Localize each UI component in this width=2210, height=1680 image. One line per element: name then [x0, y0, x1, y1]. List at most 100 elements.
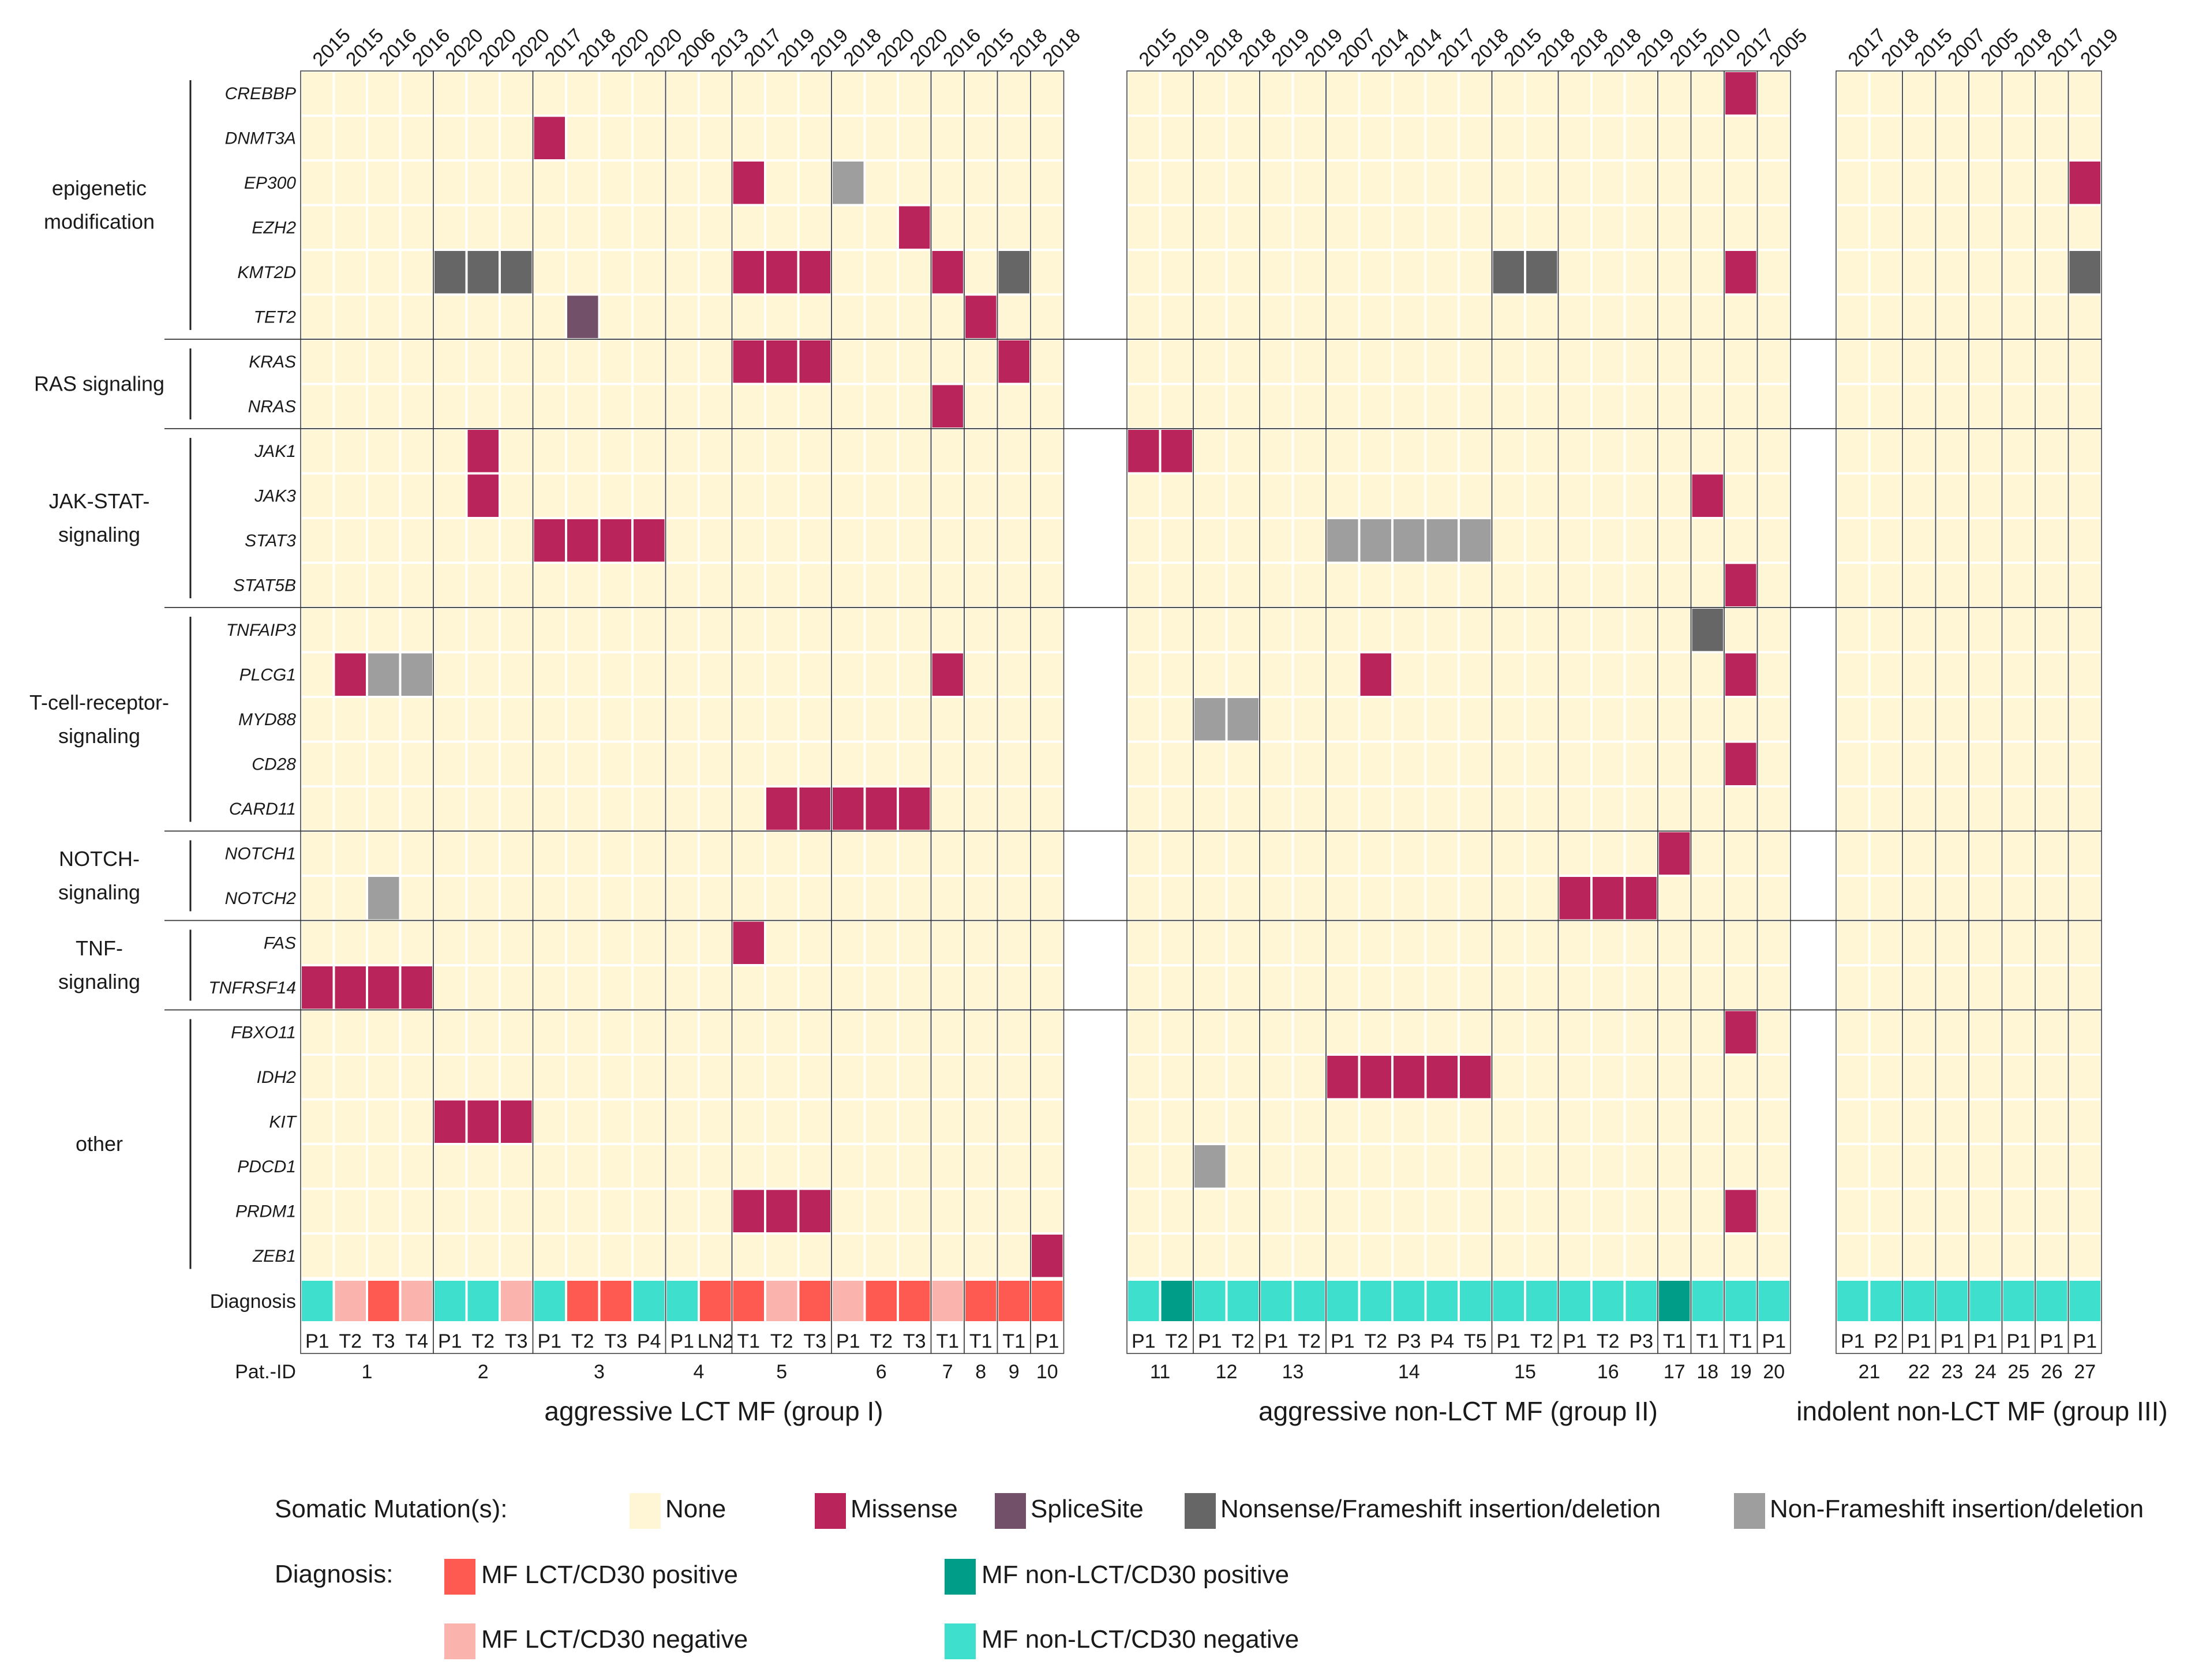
- cell-KMT2D-p17-T1: [1659, 251, 1690, 294]
- cell-STAT5B-p19-T1: [1725, 564, 1756, 606]
- sample-label: T1: [1729, 1330, 1752, 1352]
- cell-FBXO11-p16-T2: [1593, 1011, 1624, 1053]
- cell-MYD88-p10-P1: [1032, 698, 1063, 741]
- cell-JAK1-p24-P1: [1970, 430, 2001, 472]
- cell-KIT-p5-T2: [766, 1100, 797, 1143]
- cell-JAK1-p12-P1: [1194, 430, 1226, 472]
- sample-label: T2: [471, 1330, 495, 1352]
- cell-EP300-p10-P1: [1032, 162, 1063, 204]
- cell-PDCD1-p17-T1: [1659, 1145, 1690, 1188]
- cell-MYD88-p7-T1: [932, 698, 963, 741]
- cell-DNMT3A-p14-T5: [1460, 117, 1491, 159]
- cell-KIT-p7-T1: [932, 1100, 963, 1143]
- cell-CREBBP-p14-P4: [1426, 72, 1458, 115]
- cell-NOTCH2-p16-P3: [1625, 877, 1657, 920]
- cell-ZEB1-p15-P1: [1493, 1235, 1524, 1277]
- cell-IDH2-p1-T4: [401, 1056, 432, 1098]
- cell-PDCD1-p1-P1: [302, 1145, 333, 1188]
- cell-FAS-p20-P1: [1758, 921, 1789, 964]
- cell-CD28-p21-P1: [1837, 742, 1868, 785]
- cell-EZH2-p6-T3: [899, 206, 930, 249]
- cell-CARD11-p4-LN2: [700, 787, 731, 830]
- cell-MYD88-p11-T2: [1161, 698, 1192, 741]
- cell-CD28-p20-P1: [1758, 742, 1789, 785]
- patient-id-label: 18: [1696, 1361, 1718, 1383]
- cell-STAT3-p5-T2: [766, 519, 797, 562]
- cell-JAK1-p2-T2: [467, 430, 499, 472]
- cell-KIT-p10-P1: [1032, 1100, 1063, 1143]
- pathway-label: epigenetic: [52, 177, 147, 200]
- cell-TNFAIP3-p6-T3: [899, 609, 930, 651]
- cell-CARD11-p14-T2: [1360, 787, 1391, 830]
- cell-PRDM1-p7-T1: [932, 1190, 963, 1232]
- cell-NRAS-p3-P4: [634, 385, 665, 427]
- cell-NOTCH1-p14-T5: [1460, 832, 1491, 875]
- cell-DNMT3A-p3-P4: [634, 117, 665, 159]
- cell-IDH2-p3-T3: [600, 1056, 631, 1098]
- cell-KIT-p14-T2: [1360, 1100, 1391, 1143]
- cell-MYD88-p15-T2: [1526, 698, 1557, 741]
- cell-EZH2-p5-T2: [766, 206, 797, 249]
- cell-IDH2-p2-T2: [467, 1056, 499, 1098]
- cell-TNFAIP3-p14-P3: [1394, 609, 1425, 651]
- gene-label-STAT3: STAT3: [245, 531, 296, 550]
- cell-CREBBP-p2-T2: [467, 72, 499, 115]
- cell-PDCD1-p19-T1: [1725, 1145, 1756, 1188]
- cell-TET2-p3-T2: [567, 295, 598, 338]
- cell-PRDM1-p4-LN2: [700, 1190, 731, 1232]
- year-label: 2018: [1600, 24, 1646, 70]
- patient-id-label: 11: [1150, 1361, 1170, 1383]
- cell-FAS-p5-T2: [766, 921, 797, 964]
- cell-NOTCH2-p2-P1: [434, 877, 466, 920]
- cell-ZEB1-p5-T3: [799, 1235, 830, 1277]
- cell-TNFRSF14-p4-LN2: [700, 966, 731, 1009]
- cell-PRDM1-p2-T2: [467, 1190, 499, 1232]
- cell-NRAS-p25-P1: [2003, 385, 2034, 427]
- cell-EZH2-p9-T1: [998, 206, 1029, 249]
- cell-KIT-p19-T1: [1725, 1100, 1756, 1143]
- cell-JAK1-p20-P1: [1758, 430, 1789, 472]
- cell-PLCG1-p14-P3: [1394, 653, 1425, 696]
- cell-TNFRSF14-p3-P1: [534, 966, 565, 1009]
- cell-DNMT3A-p2-T3: [501, 117, 532, 159]
- cell-NOTCH2-p14-T5: [1460, 877, 1491, 920]
- cell-JAK3-p19-T1: [1725, 474, 1756, 517]
- cell-STAT3-p6-P1: [833, 519, 864, 562]
- diagnosis-cell-p23-P1: [1936, 1281, 1968, 1321]
- cell-STAT5B-p23-P1: [1936, 564, 1968, 606]
- cell-FAS-p12-T2: [1227, 921, 1258, 964]
- cell-FAS-p11-P1: [1128, 921, 1159, 964]
- patient-id-label: 1: [362, 1361, 373, 1383]
- sample-label: T2: [1165, 1330, 1188, 1352]
- cell-KMT2D-p4-P1: [666, 251, 698, 294]
- cell-NOTCH2-p15-T2: [1526, 877, 1557, 920]
- cell-TNFAIP3-p1-T2: [335, 609, 366, 651]
- cell-TNFRSF14-p14-T5: [1460, 966, 1491, 1009]
- cell-PLCG1-p18-T1: [1692, 653, 1723, 696]
- cell-FBXO11-p25-P1: [2003, 1011, 2034, 1053]
- cell-JAK3-p15-P1: [1493, 474, 1524, 517]
- cell-IDH2-p13-P1: [1261, 1056, 1292, 1098]
- cell-NOTCH1-p3-P1: [534, 832, 565, 875]
- cell-NRAS-p13-P1: [1261, 385, 1292, 427]
- cell-KRAS-p9-T1: [998, 340, 1029, 383]
- patient-id-label: 8: [975, 1361, 986, 1383]
- cell-NOTCH2-p1-P1: [302, 877, 333, 920]
- cell-MYD88-p5-T3: [799, 698, 830, 741]
- cell-EZH2-p11-P1: [1128, 206, 1159, 249]
- cell-TNFRSF14-p27-P1: [2069, 966, 2100, 1009]
- cell-PLCG1-p8-T1: [965, 653, 997, 696]
- cell-PRDM1-p5-T2: [766, 1190, 797, 1232]
- cell-DNMT3A-p6-T2: [866, 117, 897, 159]
- cell-KIT-p16-T2: [1593, 1100, 1624, 1143]
- cell-KIT-p15-T2: [1526, 1100, 1557, 1143]
- cell-NOTCH1-p16-P3: [1625, 832, 1657, 875]
- cell-TET2-p11-P1: [1128, 295, 1159, 338]
- cell-EZH2-p8-T1: [965, 206, 997, 249]
- cell-NOTCH2-p12-P1: [1194, 877, 1226, 920]
- cell-FAS-p11-T2: [1161, 921, 1192, 964]
- cell-STAT5B-p22-P1: [1904, 564, 1935, 606]
- cell-NOTCH2-p26-P1: [2036, 877, 2067, 920]
- cell-FBXO11-p5-T3: [799, 1011, 830, 1053]
- cell-NRAS-p6-P1: [833, 385, 864, 427]
